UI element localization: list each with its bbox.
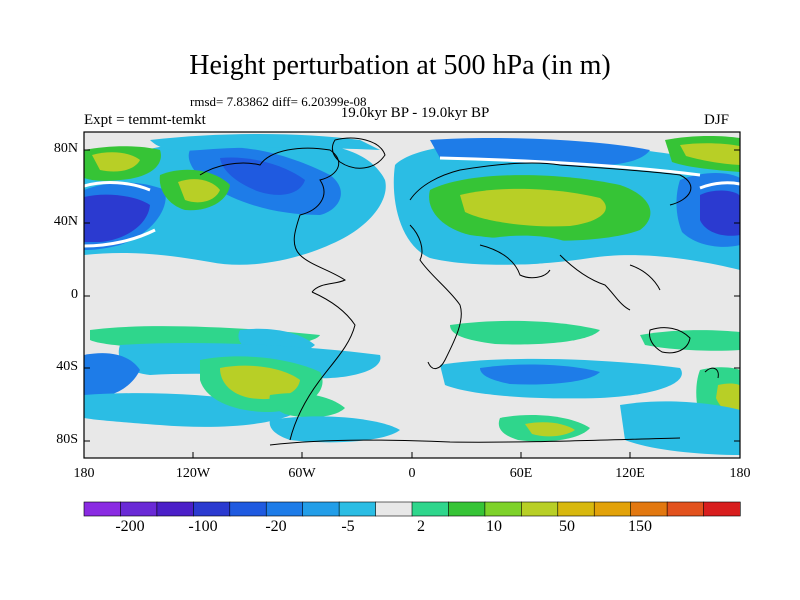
- colorbar-swatch: [120, 501, 158, 517]
- contour-region: [269, 416, 400, 443]
- lat-tick-label: 80S: [56, 432, 78, 447]
- colorbar-swatch: [411, 501, 450, 517]
- colorbar-swatch: [448, 501, 486, 517]
- period-label: 19.0kyr BP - 19.0kyr BP: [340, 105, 490, 121]
- colorbar-swatch: [630, 501, 668, 517]
- colorbar-label: 2: [417, 518, 425, 535]
- lon-tick-label: 120E: [615, 466, 645, 481]
- lat-tick-label: 40N: [53, 214, 78, 229]
- colorbar-label: -5: [341, 518, 355, 535]
- contour-fill-layer: [84, 132, 740, 458]
- colorbar-swatch: [265, 501, 304, 517]
- experiment-label: Expt = temmt-temkt: [84, 112, 206, 128]
- lon-tick-label: 0: [408, 466, 416, 481]
- colorbar-swatch: [593, 501, 632, 517]
- contour-region: [479, 235, 580, 265]
- colorbar-swatch: [703, 501, 741, 517]
- contour-region: [84, 353, 140, 400]
- colorbar-label: -200: [115, 518, 145, 535]
- contour-region: [525, 422, 575, 437]
- contour-region: [460, 188, 606, 227]
- contour-region: [450, 320, 600, 345]
- colorbar-swatch: [229, 501, 267, 517]
- plot-title: Height perturbation at 500 hPa (in m): [189, 50, 611, 81]
- colorbar-swatch: [375, 501, 413, 517]
- contour-region: [640, 330, 740, 351]
- colorbar-label: 150: [628, 518, 652, 535]
- lon-tick-label: 180: [73, 466, 95, 481]
- lon-tick-label: 120W: [175, 466, 211, 481]
- tick-marks: [83, 149, 741, 458]
- lon-tick-label: 60W: [288, 466, 316, 481]
- contour-region: [269, 393, 345, 418]
- contour-region: [150, 134, 380, 151]
- contour-region: [92, 152, 140, 172]
- stats-text: rmsd= 7.83862 diff= 6.20399e-08: [190, 94, 367, 109]
- lon-tick-label: 180: [729, 466, 751, 481]
- contour-region: [84, 194, 150, 242]
- colorbar-label: -100: [188, 518, 218, 535]
- contour-region: [220, 365, 300, 400]
- lat-tick-label: 80N: [53, 141, 78, 156]
- lat-tick-label: 0: [71, 287, 78, 302]
- colorbar-swatch: [156, 501, 194, 517]
- colorbar-swatch: [666, 501, 705, 517]
- contour-region: [680, 143, 740, 165]
- coastlines: [199, 137, 719, 446]
- contour-region: [178, 179, 220, 203]
- contour-region: [480, 364, 600, 385]
- colorbar-label: 50: [559, 518, 575, 535]
- contour-region: [220, 157, 305, 195]
- colorbar-swatch: [302, 501, 340, 517]
- contour-region: [700, 190, 740, 236]
- colorbar-swatch: [338, 501, 377, 517]
- season-label: DJF: [704, 112, 730, 128]
- colorbar-swatch: [521, 501, 559, 517]
- colorbar-swatch: [484, 501, 522, 517]
- lat-tick-label: 40S: [56, 359, 78, 374]
- contour-region: [620, 401, 740, 455]
- colorbar-swatch: [557, 501, 595, 517]
- colorbar-label: -20: [265, 518, 287, 535]
- colorbar: [83, 501, 741, 517]
- colorbar-label: 10: [486, 518, 502, 535]
- colorbar-swatch: [193, 501, 231, 517]
- lon-tick-label: 60E: [509, 466, 533, 481]
- colorbar-swatch: [83, 501, 122, 517]
